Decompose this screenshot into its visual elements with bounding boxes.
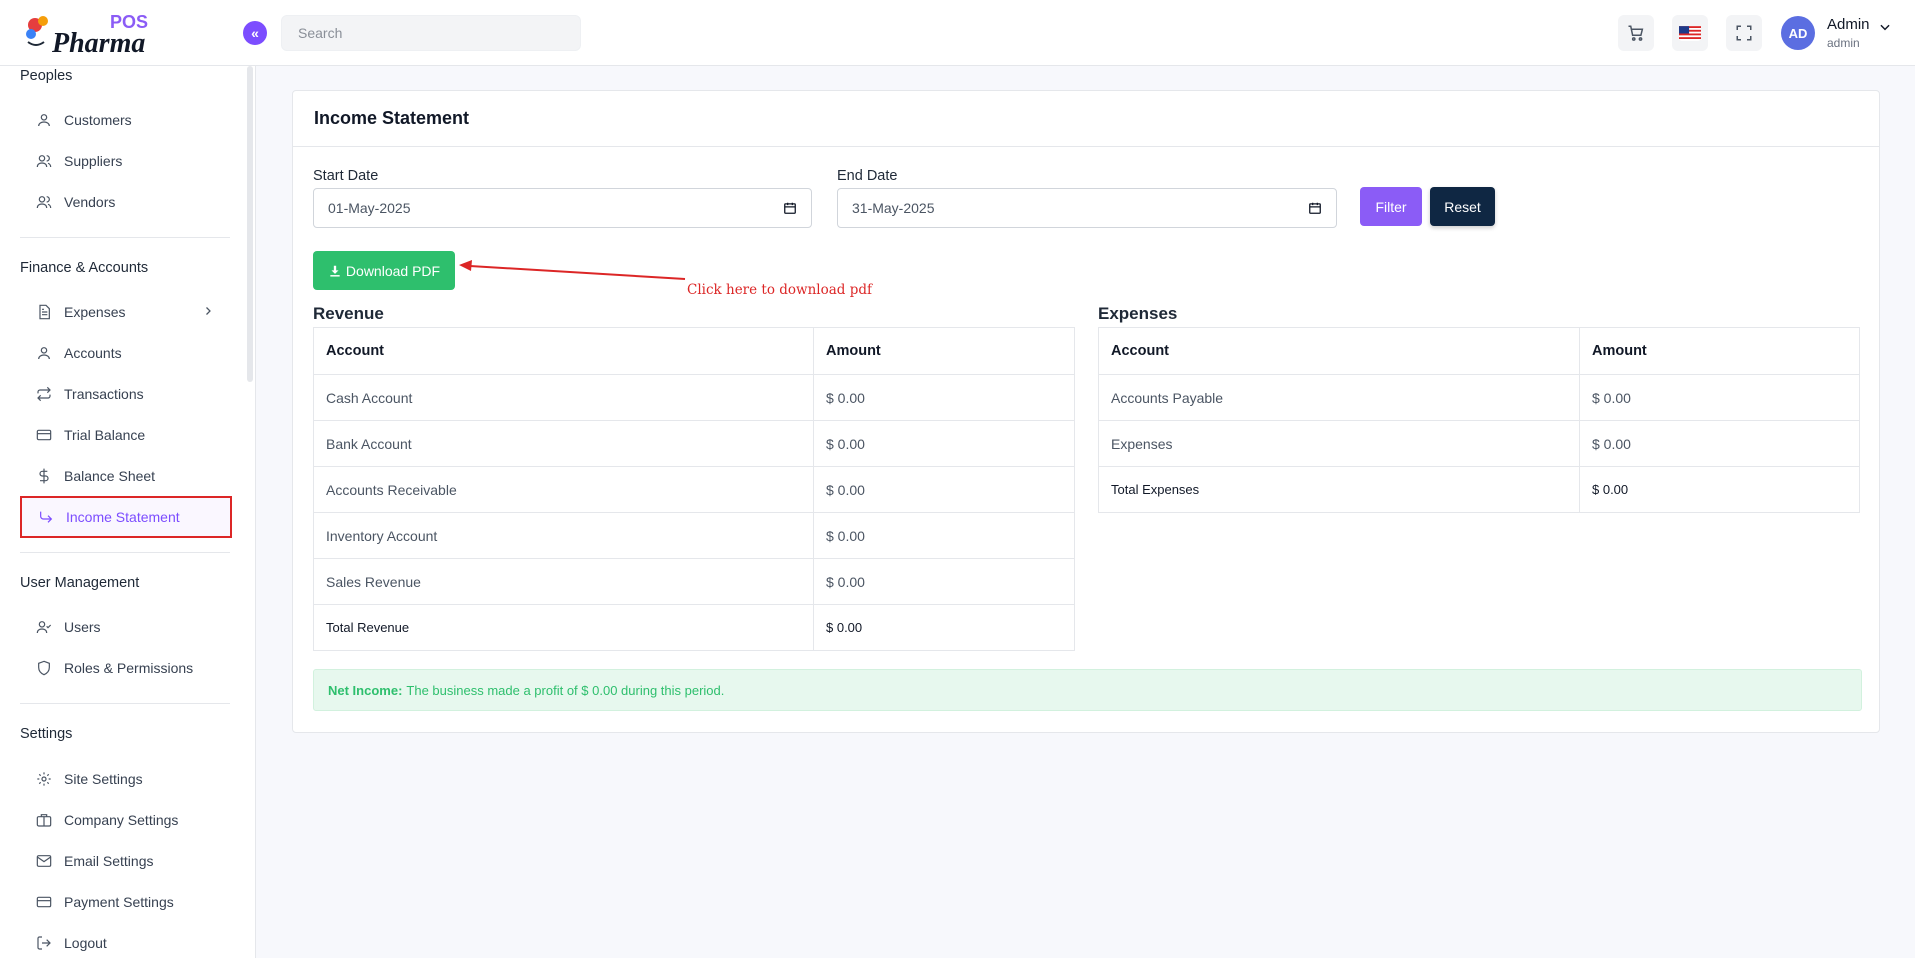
search-input[interactable] (281, 15, 581, 51)
top-header: POS Pharma « AD Admin admin (0, 0, 1915, 66)
calendar-icon[interactable] (783, 201, 797, 215)
sidebar-item-income-statement[interactable]: Income Statement (20, 496, 232, 538)
brand-logo[interactable]: POS Pharma (22, 12, 162, 59)
divider (20, 552, 230, 553)
chevron-right-icon[interactable] (202, 305, 214, 317)
annotation-arrow (459, 260, 686, 280)
sidebar-item-trial-balance[interactable]: Trial Balance (20, 415, 232, 455)
expand-icon (1736, 25, 1752, 41)
sidebar-scrollbar[interactable] (247, 66, 253, 382)
revenue-table: Account Amount Cash Account $ 0.00 Bank A… (313, 327, 1075, 651)
page-title: Income Statement (314, 108, 470, 128)
sidebar-item-balance-sheet[interactable]: Balance Sheet (20, 456, 232, 496)
table-header-row: Account Amount (1098, 327, 1860, 375)
sidebar-item-customers[interactable]: Customers (20, 100, 232, 140)
user-role: admin (1827, 36, 1860, 50)
filter-button[interactable]: Filter (1360, 187, 1422, 226)
sidebar-item-roles-permissions[interactable]: Roles & Permissions (20, 648, 232, 688)
user-icon (36, 345, 52, 361)
document-icon (36, 304, 52, 320)
total-row: Total Revenue $ 0.00 (313, 604, 1075, 651)
table-row: Sales Revenue $ 0.00 (313, 558, 1075, 605)
dollar-icon (36, 468, 52, 484)
start-date-input[interactable]: 01-May-2025 (313, 188, 812, 228)
svg-text:Pharma: Pharma (51, 28, 145, 54)
table-row: Expenses $ 0.00 (1098, 420, 1860, 467)
reset-button[interactable]: Reset (1430, 187, 1495, 226)
sidebar-item-users[interactable]: Users (20, 607, 232, 647)
corner-down-right-icon (38, 509, 54, 525)
start-date-label: Start Date (313, 168, 379, 184)
user-name[interactable]: Admin (1827, 16, 1870, 33)
end-date-label: End Date (837, 168, 898, 184)
section-title-peoples: Peoples (20, 68, 73, 84)
cart-icon (1628, 25, 1644, 41)
user-check-icon (36, 619, 52, 635)
sidebar-item-email-settings[interactable]: Email Settings (20, 841, 232, 881)
section-title-finance: Finance & Accounts (20, 260, 149, 276)
sidebar-item-payment-settings[interactable]: Payment Settings (20, 882, 232, 922)
end-date-input[interactable]: 31-May-2025 (837, 188, 1337, 228)
users-icon (36, 194, 52, 210)
sidebar-item-site-settings[interactable]: Site Settings (20, 759, 232, 799)
table-row: Bank Account $ 0.00 (313, 420, 1075, 467)
sidebar-item-company-settings[interactable]: Company Settings (20, 800, 232, 840)
card-header: Income Statement (293, 91, 1879, 147)
download-icon (330, 265, 340, 277)
user-icon (36, 112, 52, 128)
sidebar-item-vendors[interactable]: Vendors (20, 182, 232, 222)
table-row: Accounts Receivable $ 0.00 (313, 466, 1075, 513)
sidebar: Peoples Customers Suppliers Vendors Fina… (0, 66, 256, 958)
gear-icon (36, 771, 52, 787)
shield-icon (36, 660, 52, 676)
credit-card-icon (36, 894, 52, 910)
logout-icon (36, 935, 52, 951)
credit-card-icon (36, 427, 52, 443)
avatar[interactable]: AD (1781, 16, 1815, 50)
briefcase-icon (36, 812, 52, 828)
users-icon (36, 153, 52, 169)
divider (20, 237, 230, 238)
sidebar-item-transactions[interactable]: Transactions (20, 374, 232, 414)
mail-icon (36, 853, 52, 869)
table-header-row: Account Amount (313, 327, 1075, 375)
revenue-title: Revenue (313, 304, 384, 323)
calendar-icon[interactable] (1308, 201, 1322, 215)
total-row: Total Expenses $ 0.00 (1098, 466, 1860, 513)
section-title-settings: Settings (20, 726, 73, 742)
fullscreen-button[interactable] (1726, 15, 1762, 51)
expenses-table: Account Amount Accounts Payable $ 0.00 Ex… (1098, 327, 1860, 513)
cart-button[interactable] (1618, 15, 1654, 51)
sidebar-item-accounts[interactable]: Accounts (20, 333, 232, 373)
language-button[interactable] (1672, 15, 1708, 51)
income-statement-card: Income Statement Start Date 01-May-2025 … (292, 90, 1880, 733)
annotation-text: Click here to download pdf (687, 282, 872, 298)
sidebar-item-logout[interactable]: Logout (20, 923, 232, 958)
sidebar-item-suppliers[interactable]: Suppliers (20, 141, 232, 181)
svg-text:POS: POS (110, 12, 148, 32)
chevron-down-icon[interactable] (1878, 20, 1892, 34)
table-row: Cash Account $ 0.00 (313, 374, 1075, 421)
table-row: Accounts Payable $ 0.00 (1098, 374, 1860, 421)
section-title-user-management: User Management (20, 575, 140, 591)
table-row: Inventory Account $ 0.00 (313, 512, 1075, 559)
us-flag-icon (1679, 25, 1701, 41)
sidebar-item-expenses[interactable]: Expenses (20, 292, 232, 332)
divider (20, 703, 230, 704)
download-pdf-button[interactable]: Download PDF (313, 251, 455, 290)
net-income-alert: Net Income: The business made a profit o… (313, 669, 1862, 711)
expenses-title: Expenses (1098, 304, 1178, 323)
sidebar-collapse-button[interactable]: « (243, 21, 267, 45)
repeat-icon (36, 386, 52, 402)
